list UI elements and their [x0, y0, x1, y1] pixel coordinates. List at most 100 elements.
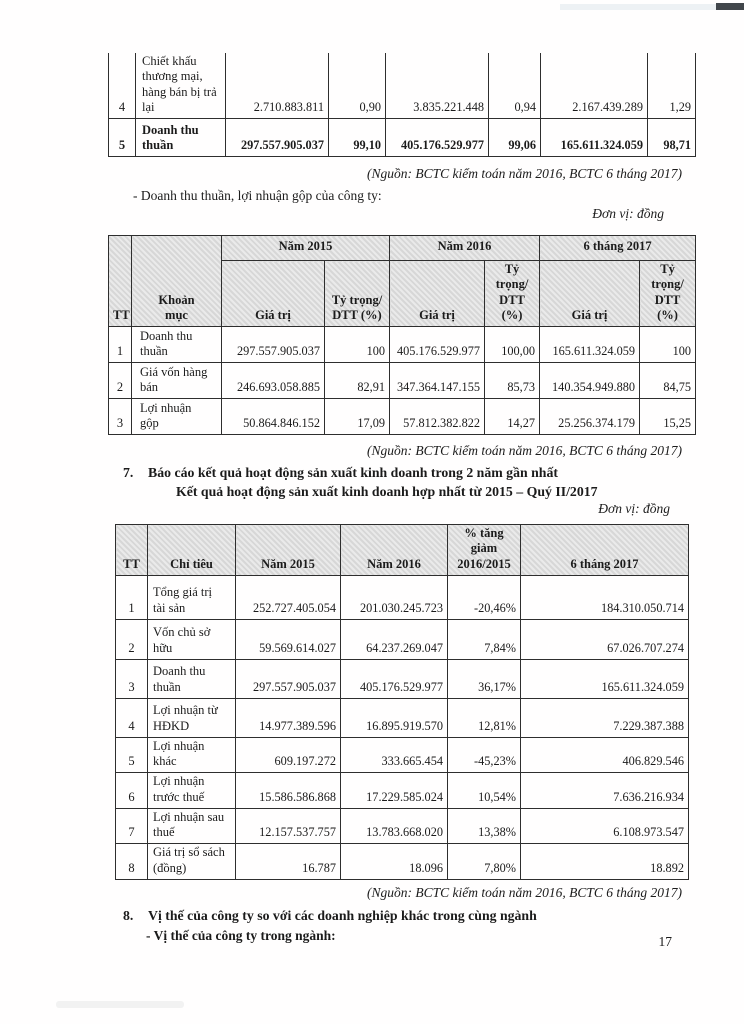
- table-cell: 2: [115, 618, 148, 660]
- col-header-tt: TT: [115, 524, 148, 576]
- scan-artifact-bar: [716, 3, 744, 10]
- table-cell: 405.176.529.977: [340, 658, 448, 699]
- table-cell: 85,73: [484, 362, 541, 399]
- table-cell: 7.636.216.934: [520, 772, 689, 809]
- section-title: Vị thế của công ty so với các doanh nghi…: [148, 907, 537, 923]
- table-cell: 7,84%: [447, 618, 521, 660]
- table-cell: 6: [115, 772, 148, 809]
- table-cell: 7.229.387.388: [520, 697, 689, 738]
- table-cell: 297.557.905.037: [235, 658, 341, 699]
- table-cell: 165.611.324.059: [539, 326, 641, 363]
- table-cell: 17.229.585.024: [340, 772, 448, 809]
- table-cell: 13,38%: [447, 807, 521, 845]
- subheader-value: Giá trị: [539, 260, 641, 327]
- table-cell: 165.611.324.059: [540, 118, 648, 157]
- table-cell: 100: [639, 326, 697, 363]
- section8-bullet: - Vị thế của công ty trong ngành:: [146, 927, 336, 943]
- table-cell: Lợi nhuận từ HĐKD: [147, 697, 236, 738]
- table-cell: Lợi nhuận trước thuế: [147, 772, 236, 809]
- table-header-row: TT Chỉ tiêu Năm 2015 Năm 2016 % tăng giả…: [115, 524, 689, 576]
- table-row: 8 Giá trị sổ sách (đồng) 16.787 18.096 7,8…: [115, 843, 689, 880]
- table-cell: 99,10: [328, 118, 386, 157]
- group-header-6m2017: 6 tháng 2017: [539, 235, 697, 261]
- table-cell: 0,94: [488, 53, 541, 119]
- table-cell: 2: [108, 362, 132, 399]
- table-cell: Giá vốn hàng bán: [131, 362, 222, 399]
- table-cell: 36,17%: [447, 658, 521, 699]
- table-cell: 2.710.883.811: [225, 53, 329, 119]
- table-header-row: TT Khoản mục Năm 2015 Năm 2016 6 tháng 2…: [108, 235, 697, 327]
- table-cell: 2.167.439.289: [540, 53, 648, 119]
- table-row: 1 Doanh thu thuần 297.557.905.037 100 40…: [108, 326, 697, 363]
- table-cell: Giá trị sổ sách (đồng): [147, 843, 236, 880]
- table-row: 7 Lợi nhuận sau thuế 12.157.537.757 13.783…: [115, 807, 689, 845]
- business-results-table: TT Chỉ tiêu Năm 2015 Năm 2016 % tăng giả…: [115, 524, 689, 880]
- table-cell: -45,23%: [447, 736, 521, 774]
- table-row: 3 Lợi nhuận gộp 50.864.846.152 17,09 57.…: [108, 398, 697, 435]
- table-cell: 165.611.324.059: [520, 658, 689, 699]
- table-cell: 1: [108, 326, 132, 363]
- table-cell: 297.557.905.037: [225, 118, 329, 157]
- table-cell: 5: [108, 118, 136, 157]
- subheader-value: Giá trị: [389, 260, 486, 327]
- col-header-2015: Năm 2015: [235, 524, 341, 576]
- table-cell: -20,46%: [447, 574, 521, 620]
- table-cell: 6.108.973.547: [520, 807, 689, 845]
- subheader-ratio: Tỷ trọng/ DTT (%): [639, 260, 697, 327]
- table-cell: 15.586.586.868: [235, 772, 341, 809]
- table-cell: 16.895.919.570: [340, 697, 448, 738]
- subheader-ratio: Tỷ trọng/ DTT (%): [484, 260, 541, 327]
- table-row: 2 Vốn chủ sở hữu 59.569.614.027 64.237.269…: [115, 618, 689, 660]
- page-number: 17: [658, 934, 673, 949]
- table-cell: Tổng giá trị tài sản: [147, 574, 236, 620]
- table-cell: 0,90: [328, 53, 386, 119]
- table-cell: 25.256.374.179: [539, 398, 641, 435]
- col-header-2016: Năm 2016: [340, 524, 448, 576]
- col-header-6m2017: 6 tháng 2017: [520, 524, 689, 576]
- table-row: 6 Lợi nhuận trước thuế 15.586.586.868 17.2…: [115, 772, 689, 809]
- col-header-criteria: Chỉ tiêu: [147, 524, 236, 576]
- table-cell: 17,09: [323, 398, 391, 435]
- table-row: 4 Lợi nhuận từ HĐKD 14.977.389.596 16.895.…: [115, 697, 689, 738]
- section7-heading: 7. Báo cáo kết quả hoạt động sản xuất ki…: [123, 465, 744, 481]
- revenue-gross-profit-table: TT Khoản mục Năm 2015 Năm 2016 6 tháng 2…: [108, 235, 697, 435]
- source-note: (Nguồn: BCTC kiểm toán năm 2016, BCTC 6 …: [366, 884, 682, 900]
- table-cell: 12,81%: [447, 697, 521, 738]
- table-cell: 3: [115, 658, 148, 699]
- unit-label: Đơn vị: đồng: [592, 206, 664, 221]
- section-title: Báo cáo kết quả hoạt động sản xuất kinh …: [148, 465, 558, 480]
- table-cell: 12.157.537.757: [235, 807, 341, 845]
- table-cell: 57.812.382.822: [389, 398, 486, 435]
- table-cell: 140.354.949.880: [539, 362, 641, 399]
- unit-label: Đơn vị: đồng: [598, 501, 670, 516]
- section7-subtitle: Kết quả hoạt động sản xuất kinh doanh hợ…: [176, 484, 598, 499]
- section-number: 8.: [123, 907, 134, 923]
- table-cell: 1: [115, 574, 148, 620]
- table-cell: 14.977.389.596: [235, 697, 341, 738]
- section8-heading: 8. Vị thế của công ty so với các doanh n…: [123, 908, 744, 924]
- table-row: 3 Doanh thu thuần 297.557.905.037 405.176.…: [115, 658, 689, 699]
- table-cell: 8: [115, 843, 148, 880]
- table-cell: 10,54%: [447, 772, 521, 809]
- scan-artifact-streak: [560, 4, 716, 10]
- table-cell: 333.665.454: [340, 736, 448, 774]
- table-cell: 99,06: [488, 118, 541, 157]
- table-cell: 406.829.546: [520, 736, 689, 774]
- table-cell: 297.557.905.037: [221, 326, 325, 363]
- table-cell: 3.835.221.448: [385, 53, 489, 119]
- table-cell: 252.727.405.054: [235, 574, 341, 620]
- table-cell: 14,27: [484, 398, 541, 435]
- source-note: (Nguồn: BCTC kiểm toán năm 2016, BCTC 6 …: [366, 443, 682, 458]
- table-row: 5 Doanh thu thuần 297.557.905.037 99,10 …: [108, 118, 696, 157]
- table-cell: 184.310.050.714: [520, 574, 689, 620]
- table-cell: 67.026.707.274: [520, 618, 689, 660]
- table-cell: 4: [108, 53, 136, 119]
- table-cell: 100: [323, 326, 391, 363]
- table-cell: 100,00: [484, 326, 541, 363]
- table-cell: 59.569.614.027: [235, 618, 341, 660]
- table-cell: 16.787: [235, 843, 341, 880]
- table-cell: 7,80%: [447, 843, 521, 880]
- scan-artifact-smudge: [56, 1001, 184, 1008]
- table-cell: 246.693.058.885: [221, 362, 325, 399]
